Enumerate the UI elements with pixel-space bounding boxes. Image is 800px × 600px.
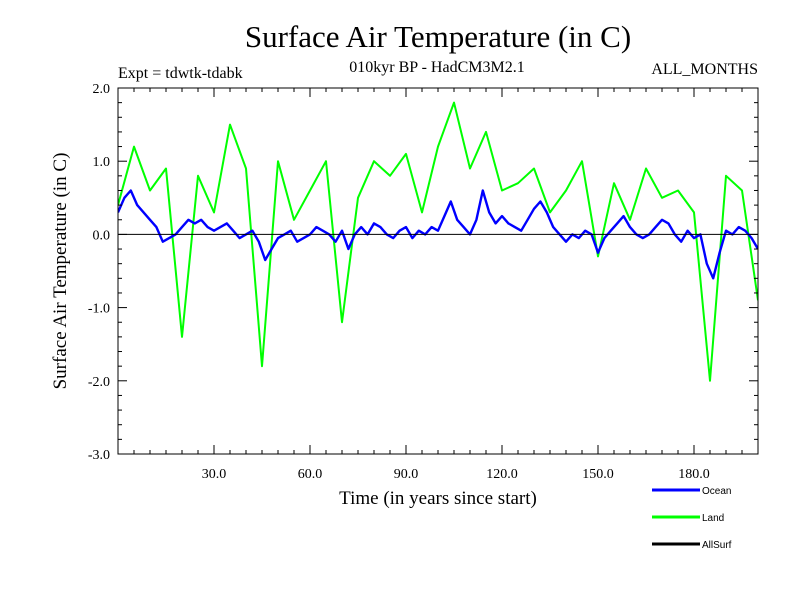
- series-layer: [118, 101, 758, 382]
- x-tick-label: 120.0: [486, 467, 518, 482]
- x-tick-label: 90.0: [394, 467, 419, 482]
- series-line-land: [118, 101, 758, 382]
- x-tick-label: 150.0: [582, 467, 614, 482]
- legend-label-ocean: Ocean: [702, 486, 731, 497]
- y-tick-label: -1.0: [88, 302, 110, 317]
- x-tick-label: 180.0: [678, 467, 710, 482]
- y-axis-label: Surface Air Temperature (in C): [50, 153, 71, 390]
- legend-label-allsurf: AllSurf: [702, 540, 732, 551]
- y-tick-label: 0.0: [93, 228, 111, 243]
- ticks-layer: 30.0 60.0 90.0 120.0 150.0 180.0 -3.0 -2.0 -1.0 0…: [88, 82, 759, 482]
- x-tick-label: 60.0: [298, 467, 323, 482]
- y-tick-label: 1.0: [93, 155, 111, 170]
- y-tick-label: -3.0: [88, 448, 110, 463]
- y-tick-label: 2.0: [93, 82, 111, 97]
- plot-frame: [117, 87, 759, 455]
- y-tick-label: -2.0: [88, 375, 110, 390]
- series-line-ocean: [118, 189, 758, 280]
- x-axis-label: Time (in years since start): [339, 488, 537, 509]
- x-tick-label: 30.0: [202, 467, 227, 482]
- chart-subtitle: 010kyr BP - HadCM3M2.1: [349, 59, 524, 76]
- legend: Ocean Land AllSurf: [652, 486, 732, 551]
- chart-experiment: Expt = tdwtk-tdabk: [118, 65, 243, 82]
- chart-title: Surface Air Temperature (in C): [245, 19, 631, 54]
- chart-season: ALL_MONTHS: [651, 61, 758, 78]
- legend-label-land: Land: [702, 513, 724, 524]
